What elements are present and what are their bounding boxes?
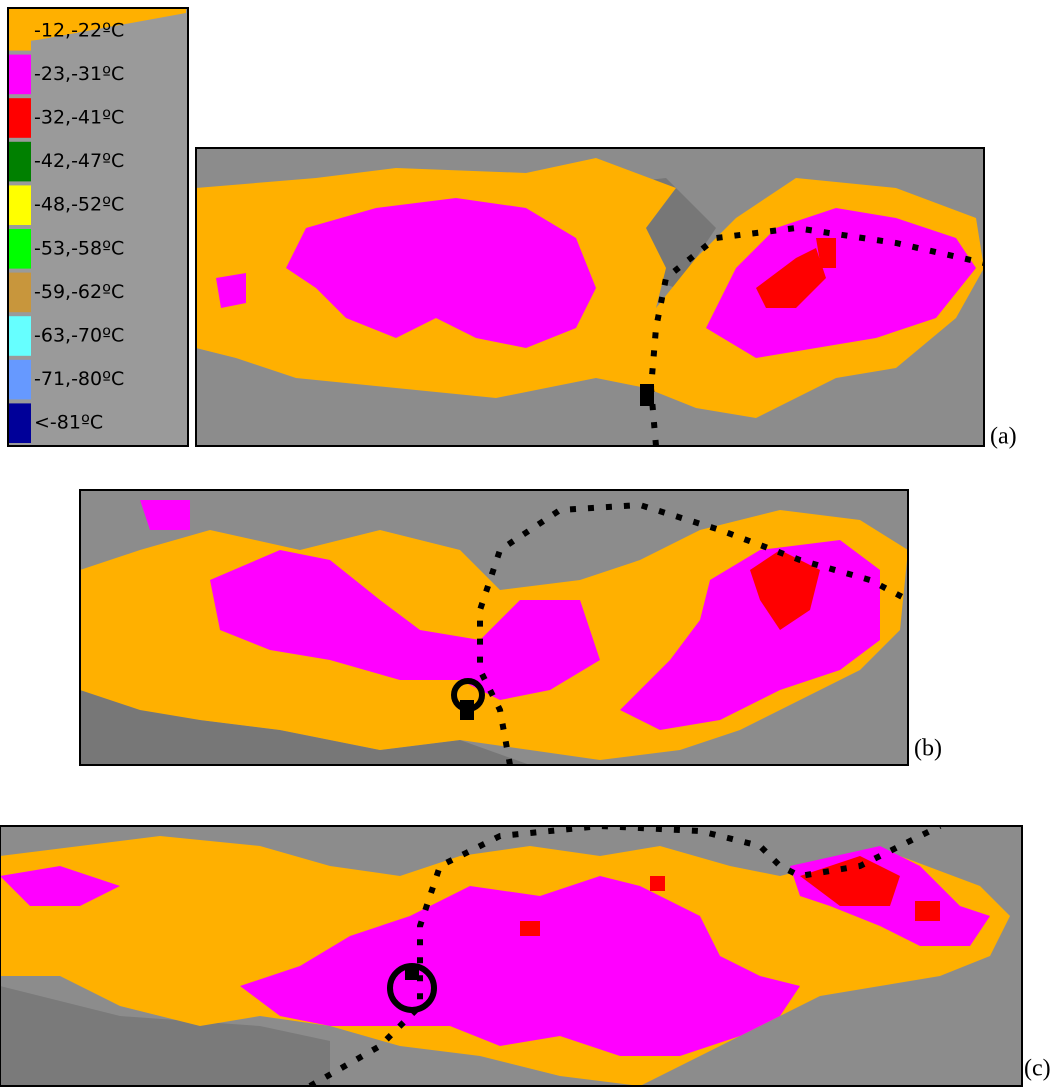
legend-label: -12,-22ºC: [34, 19, 124, 41]
panel-c: [0, 826, 1022, 1086]
legend-swatch: [9, 360, 31, 400]
panel-b-image: [80, 490, 908, 765]
station-marker: [405, 966, 419, 980]
panel-a: [196, 148, 984, 446]
legend-label: -63,-70ºC: [34, 325, 124, 347]
legend-swatch: [9, 55, 31, 95]
figure: -12,-22ºC -23,-31ºC -32,-41ºC -42,-47ºC -48,…: [0, 0, 1055, 1090]
legend-swatch: [9, 273, 31, 313]
legend-label: -42,-47ºC: [34, 150, 124, 172]
panel-label: (b): [914, 736, 942, 762]
legend-label: -71,-80ºC: [34, 368, 124, 390]
legend-swatch: [9, 98, 31, 138]
legend-swatch: [9, 403, 31, 443]
station-marker: [460, 700, 474, 720]
legend: -12,-22ºC -23,-31ºC -32,-41ºC -42,-47ºC -48,…: [8, 8, 188, 446]
panel-label: (a): [990, 424, 1017, 450]
legend-label: -53,-58ºC: [34, 237, 124, 259]
panel-b: [80, 490, 908, 765]
panel-label: (c): [1024, 1056, 1051, 1082]
legend-label: -48,-52ºC: [34, 194, 124, 216]
panel-a-image: [196, 148, 984, 446]
legend-label: -32,-41ºC: [34, 107, 124, 129]
station-marker: [640, 384, 654, 406]
legend-label: <-81ºC: [34, 412, 103, 434]
panel-c-image: [0, 826, 1022, 1086]
legend-swatch: [9, 185, 31, 225]
legend-label: -23,-31ºC: [34, 63, 124, 85]
legend-swatch: [9, 229, 31, 269]
legend-swatch: [9, 316, 31, 356]
legend-swatch: [9, 11, 31, 51]
legend-label: -59,-62ºC: [34, 281, 124, 303]
legend-swatch: [9, 142, 31, 182]
colder-area: [216, 273, 246, 308]
